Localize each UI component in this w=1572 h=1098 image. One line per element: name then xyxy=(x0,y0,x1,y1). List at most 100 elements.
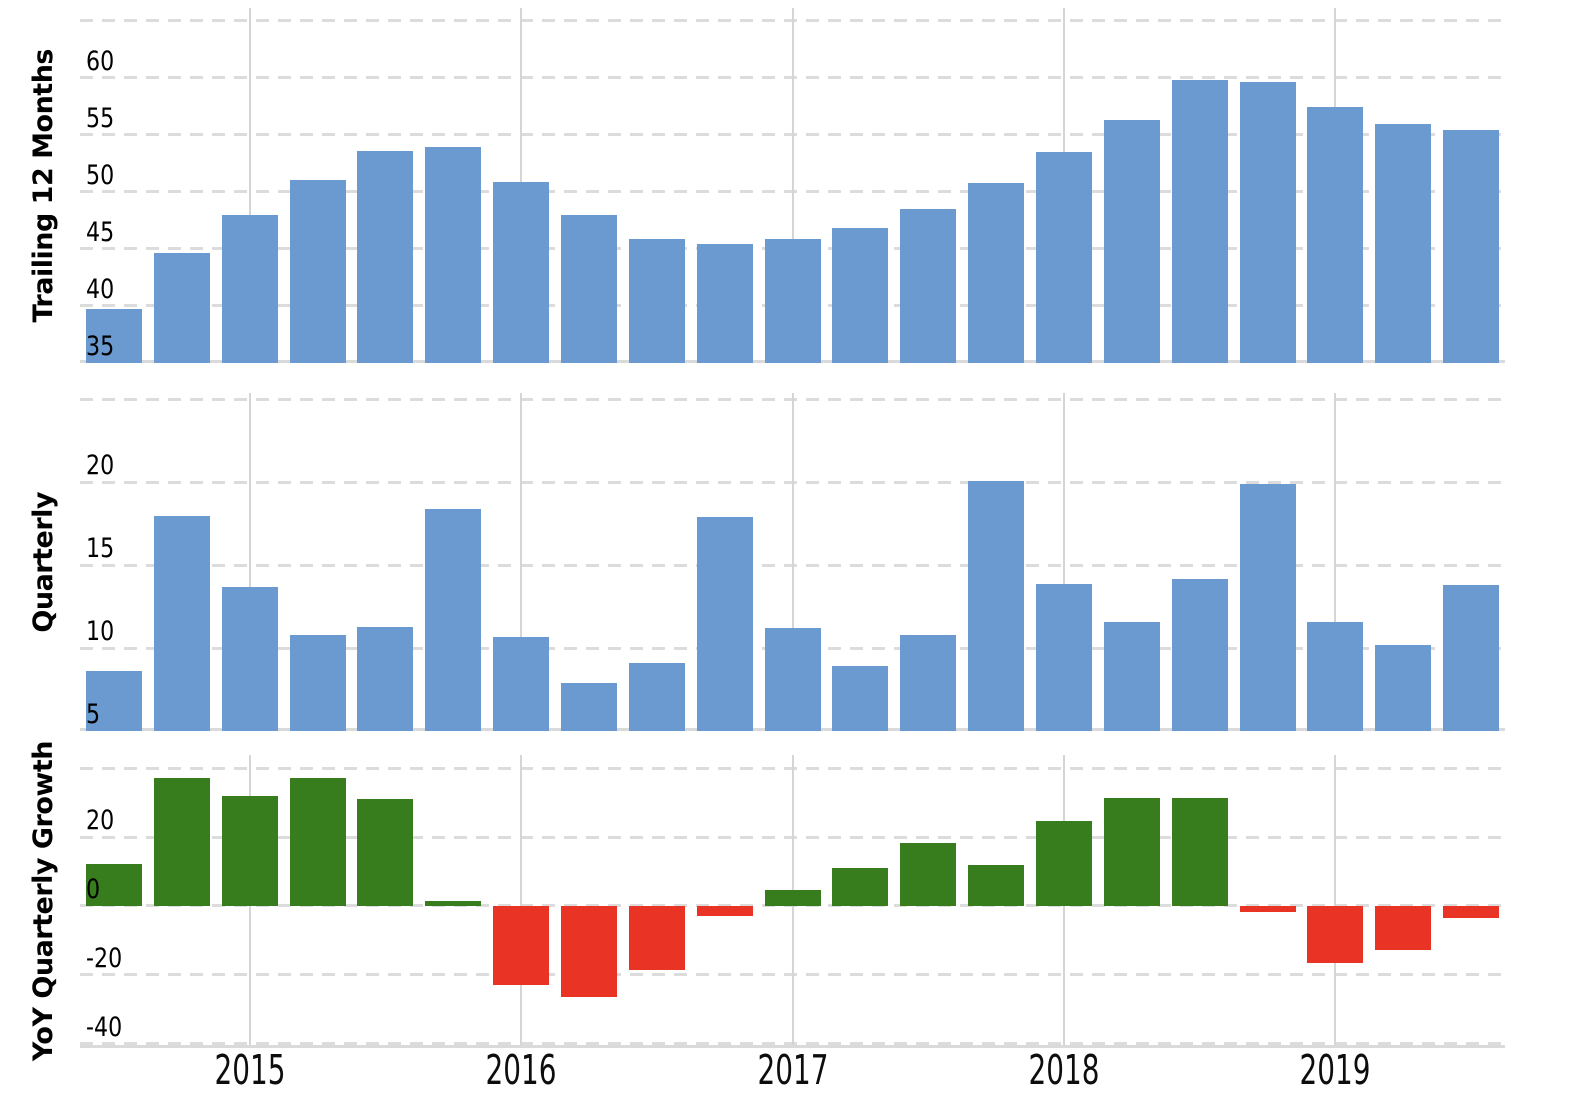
quarterly-bar-q3-2014 xyxy=(85,671,142,731)
yoy-growth-bar-q3-2018 xyxy=(1171,798,1228,906)
quarterly-bar-q4-2017 xyxy=(968,480,1025,731)
ttm-bar-q1-2017 xyxy=(764,238,821,363)
ttm-ytick-55: 55 xyxy=(86,102,115,134)
ttm-bar-q3-2018 xyxy=(1171,79,1228,363)
quarterly-bar-q1-2017 xyxy=(764,628,821,731)
quarterly-bar-q3-2018 xyxy=(1171,578,1228,731)
year-gridline-2016 xyxy=(520,393,523,731)
year-gridline-2018 xyxy=(1062,393,1065,731)
yoy-growth-bar-q2-2017 xyxy=(832,867,889,906)
ttm-bar-q4-2016 xyxy=(696,244,753,363)
x-tick-label-2015: 2015 xyxy=(214,1046,286,1094)
quarterly-bar-q4-2016 xyxy=(696,517,753,731)
ttm-plot-area: 35 40 45 50 55 60 xyxy=(80,8,1505,363)
ttm-bar-q3-2017 xyxy=(900,208,957,363)
ttm-bar-q1-2018 xyxy=(1035,151,1092,363)
year-gridline-2019 xyxy=(1334,755,1337,1048)
ttm-bar-q4-2015 xyxy=(425,147,482,363)
yoy-growth-bar-q1-2015 xyxy=(221,795,278,906)
quarterly-ytick-20: 20 xyxy=(86,450,115,482)
ttm-ytick-50: 50 xyxy=(86,159,115,191)
quarterly-axis-title-text: Quarterly xyxy=(27,491,59,633)
yoy-growth-bar-q4-2014 xyxy=(153,778,210,906)
ttm-bar-q1-2015 xyxy=(221,214,278,363)
ttm-bar-q2-2019 xyxy=(1375,124,1432,363)
quarterly-bar-q2-2017 xyxy=(832,666,889,731)
yoy-growth-bar-q4-2017 xyxy=(968,864,1025,906)
x-tick-label-2016: 2016 xyxy=(485,1046,557,1094)
ttm-ytick-45: 45 xyxy=(86,216,115,248)
yoy-growth-bar-q2-2018 xyxy=(1103,798,1160,906)
year-gridline-2017 xyxy=(791,393,794,731)
year-gridline-2016 xyxy=(520,755,523,1048)
x-tick-label-2019: 2019 xyxy=(1299,1046,1371,1094)
x-axis-line xyxy=(80,1045,1505,1048)
ttm-bar-q1-2016 xyxy=(493,181,550,363)
ttm-bar-q1-2019 xyxy=(1307,107,1364,363)
ttm-bar-q2-2015 xyxy=(289,180,346,363)
quarterly-bar-q1-2016 xyxy=(493,636,550,731)
ttm-bar-q4-2017 xyxy=(968,182,1025,363)
ttm-bar-q2-2016 xyxy=(560,214,617,363)
yoy-growth-bar-q3-2015 xyxy=(357,799,414,906)
quarterly-bar-q1-2019 xyxy=(1307,621,1364,731)
yoy-growth-axis-title: YoY Quarterly Growth xyxy=(14,741,72,1061)
quarterly-bar-q1-2018 xyxy=(1035,583,1092,731)
yoy-growth-bar-q3-2019 xyxy=(1443,905,1500,918)
quarterly-bar-q3-2016 xyxy=(628,663,685,731)
year-gridline-2019 xyxy=(1334,393,1337,731)
quarterly-bar-q2-2018 xyxy=(1103,621,1160,731)
yoy-growth-bar-q1-2017 xyxy=(764,890,821,906)
quarterly-axis-title: Quarterly xyxy=(14,393,72,731)
yoy-growth-plot-area: 20 0 -20 -40 xyxy=(80,755,1505,1048)
ttm-bar-q4-2018 xyxy=(1239,82,1296,363)
year-gridline-2015 xyxy=(248,8,251,363)
quarterly-bar-q4-2014 xyxy=(153,515,210,731)
year-gridline-2017 xyxy=(791,8,794,363)
quarterly-bar-q2-2019 xyxy=(1375,644,1432,731)
ttm-bar-q4-2014 xyxy=(153,253,210,363)
yoy-growth-bar-q3-2017 xyxy=(900,842,957,906)
quarterly-ytick-10: 10 xyxy=(86,616,115,648)
quarterly-bar-q2-2016 xyxy=(560,682,617,731)
ttm-axis-title: Trailing 12 Months xyxy=(14,8,72,363)
ttm-ytick-35: 35 xyxy=(86,331,115,362)
yoy-growth-bar-q4-2016 xyxy=(696,905,753,916)
yoy-growth-bar-q2-2015 xyxy=(289,778,346,906)
yoy-growth-bar-q4-2015 xyxy=(425,900,482,906)
quarterly-bar-q3-2017 xyxy=(900,634,957,731)
yoy-growth-ytick-20: 20 xyxy=(86,805,115,837)
yoy-growth-bar-q3-2016 xyxy=(628,905,685,971)
ttm-bar-q3-2015 xyxy=(357,150,414,363)
yoy-growth-ytick--40: -40 xyxy=(86,1011,123,1043)
ttm-bar-q2-2018 xyxy=(1103,119,1160,363)
ttm-bar-q3-2014 xyxy=(85,309,142,363)
quarterly-bar-q3-2019 xyxy=(1443,585,1500,731)
ttm-bar-q3-2019 xyxy=(1443,130,1500,363)
yoy-growth-bar-q3-2014 xyxy=(85,863,142,906)
yoy-growth-bar-q1-2016 xyxy=(493,905,550,985)
yoy-growth-ytick-0: 0 xyxy=(86,873,101,905)
quarterly-ytick-5: 5 xyxy=(86,699,101,730)
yoy-growth-axis-title-text: YoY Quarterly Growth xyxy=(27,741,59,1062)
yoy-growth-bar-q4-2018 xyxy=(1239,905,1296,912)
quarterly-ytick-15: 15 xyxy=(86,533,115,565)
year-gridline-2015 xyxy=(248,393,251,731)
ttm-ytick-40: 40 xyxy=(86,273,115,305)
yoy-growth-bar-q1-2018 xyxy=(1035,821,1092,906)
ttm-axis-title-text: Trailing 12 Months xyxy=(27,48,59,323)
yoy-growth-bar-q1-2019 xyxy=(1307,905,1364,964)
quarterly-bar-q2-2015 xyxy=(289,634,346,731)
x-tick-label-2018: 2018 xyxy=(1028,1046,1100,1094)
quarterly-plot-area: 5 10 15 20 xyxy=(80,393,1505,731)
quarterly-bar-q1-2015 xyxy=(221,586,278,731)
ttm-bar-q2-2017 xyxy=(832,228,889,363)
quarterly-bar-q3-2015 xyxy=(357,626,414,731)
x-tick-label-2017: 2017 xyxy=(757,1046,828,1094)
ttm-bar-q3-2016 xyxy=(628,238,685,363)
yoy-growth-ytick--20: -20 xyxy=(86,942,123,974)
yoy-growth-bar-q2-2016 xyxy=(560,905,617,997)
ttm-ytick-60: 60 xyxy=(86,45,115,77)
quarterly-bar-q4-2018 xyxy=(1239,484,1296,731)
